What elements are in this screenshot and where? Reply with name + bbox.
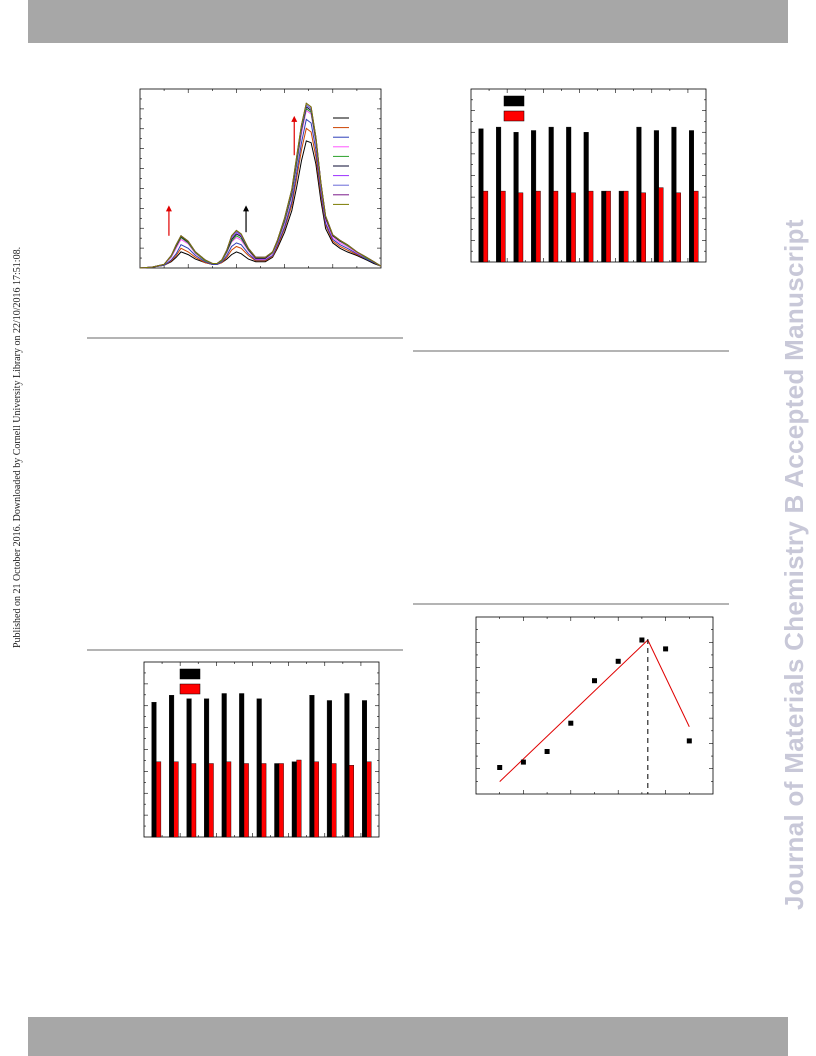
bars-bottom-left-legend-swatch-red <box>179 683 201 695</box>
bars-bottom-left-bar-black-12 <box>344 693 350 838</box>
bars-bottom-left-bar-black-5 <box>221 693 227 838</box>
bars-bottom-left-bar-black-4 <box>204 698 210 838</box>
scatter-point-7 <box>639 637 645 643</box>
divider-right-1 <box>413 350 729 352</box>
scatter-point-2 <box>520 759 526 765</box>
bars-bottom-left-bar-black-9 <box>291 761 297 838</box>
bars-top-right-bar-black-8 <box>601 190 607 263</box>
bars-top-right-bar-red-3 <box>518 192 524 263</box>
bars-bottom-left-bar-red-8 <box>278 763 284 838</box>
bars-top-right-bar-red-4 <box>535 190 541 263</box>
bars-bottom-left-bar-red-1 <box>156 761 162 838</box>
bars-top-right-bar-red-8 <box>605 190 611 263</box>
spectrum-line-2 <box>139 127 382 269</box>
bars-bottom-left-bar-black-11 <box>326 700 332 838</box>
bars-top-right-bar-red-2 <box>500 190 506 263</box>
bars-bottom-left-bar-red-12 <box>349 765 355 838</box>
top-band <box>28 0 788 43</box>
spectrum-line-1 <box>139 140 382 269</box>
bars-top-right-bar-red-5 <box>553 190 559 263</box>
scatter-point-3 <box>544 749 550 754</box>
scatter-point-6 <box>615 658 621 664</box>
bars-bottom-left-bar-black-2 <box>169 695 175 838</box>
bars-top-right-bar-black-4 <box>531 130 537 263</box>
bars-bottom-left-bar-black-6 <box>239 693 245 838</box>
bars-top-right-bar-red-11 <box>658 187 664 263</box>
bars-bottom-left-bar-red-13 <box>366 761 372 838</box>
bars-bottom-left-bar-red-2 <box>173 761 179 838</box>
bars-bottom-left-bar-black-8 <box>274 763 280 838</box>
bars-bottom-left-bar-black-7 <box>256 698 262 838</box>
bars-top-right-chart <box>470 88 707 263</box>
bars-top-right-bar-red-10 <box>640 192 646 263</box>
bars-top-right-bar-black-9 <box>618 190 624 263</box>
bars-top-right-bar-black-6 <box>566 126 572 263</box>
spectrum-line-4 <box>139 109 382 269</box>
spectra-chart <box>139 88 382 269</box>
fit-line-1 <box>499 639 649 782</box>
scatter-frame <box>475 616 714 795</box>
scatter-point-4 <box>568 720 574 726</box>
spectra-frame <box>139 88 382 269</box>
scatter-point-8 <box>663 646 669 652</box>
bars-bottom-left-bar-red-6 <box>243 763 249 838</box>
scatter-point-1 <box>497 765 503 770</box>
bars-top-right-bar-black-1 <box>478 128 484 263</box>
bars-bottom-left-bar-black-3 <box>186 698 192 838</box>
divider-right-2 <box>413 603 729 605</box>
bars-bottom-left-bar-red-11 <box>331 763 337 838</box>
bars-top-right-bar-red-6 <box>570 192 576 263</box>
bottom-band <box>28 1017 788 1056</box>
bars-top-right-bar-black-3 <box>513 132 519 263</box>
bars-bottom-left-bar-red-5 <box>226 761 232 838</box>
bars-bottom-left-chart <box>143 661 380 838</box>
bars-top-right-bar-black-12 <box>671 126 677 263</box>
bars-top-right-bar-black-2 <box>496 126 502 263</box>
spectrum-line-3 <box>139 118 382 269</box>
fit-line-2 <box>647 639 690 727</box>
bars-top-right-bar-black-10 <box>636 126 642 263</box>
trend-arrow-head-3 <box>291 115 298 122</box>
scatter-chart <box>475 616 714 795</box>
bars-top-right-legend-swatch-black <box>503 95 525 107</box>
bars-top-right-bar-red-1 <box>483 190 489 263</box>
bars-top-right-bar-red-7 <box>588 190 594 263</box>
bars-top-right-bar-red-13 <box>693 190 699 263</box>
bars-bottom-left-bar-black-10 <box>309 695 315 838</box>
divider-left-1 <box>87 337 403 339</box>
bars-top-right-bar-red-12 <box>676 192 682 263</box>
bars-bottom-left-bar-black-13 <box>362 700 368 838</box>
bars-top-right-bar-black-7 <box>583 132 589 263</box>
bars-top-right-legend-swatch-red <box>503 110 525 122</box>
bars-top-right-bar-black-11 <box>653 130 659 263</box>
bars-top-right-bar-red-9 <box>623 190 629 263</box>
bars-bottom-left-bar-red-10 <box>313 761 319 838</box>
scatter-point-9 <box>686 738 692 744</box>
spectrum-line-10 <box>139 102 382 269</box>
trend-arrow-head-2 <box>243 205 250 212</box>
bars-bottom-left-bar-red-3 <box>191 763 197 838</box>
bars-top-right-bar-black-13 <box>689 130 695 263</box>
trend-arrow-head-1 <box>165 205 172 212</box>
bars-bottom-left-legend-swatch-black <box>179 668 201 680</box>
bars-top-right-bar-black-5 <box>548 126 554 263</box>
bars-bottom-left-bar-red-9 <box>296 759 302 838</box>
bars-bottom-left-bar-red-4 <box>208 763 214 838</box>
divider-left-2 <box>87 649 403 651</box>
scatter-point-5 <box>592 678 597 684</box>
bars-bottom-left-bar-red-7 <box>261 763 267 838</box>
bars-bottom-left-bar-black-1 <box>151 702 157 838</box>
